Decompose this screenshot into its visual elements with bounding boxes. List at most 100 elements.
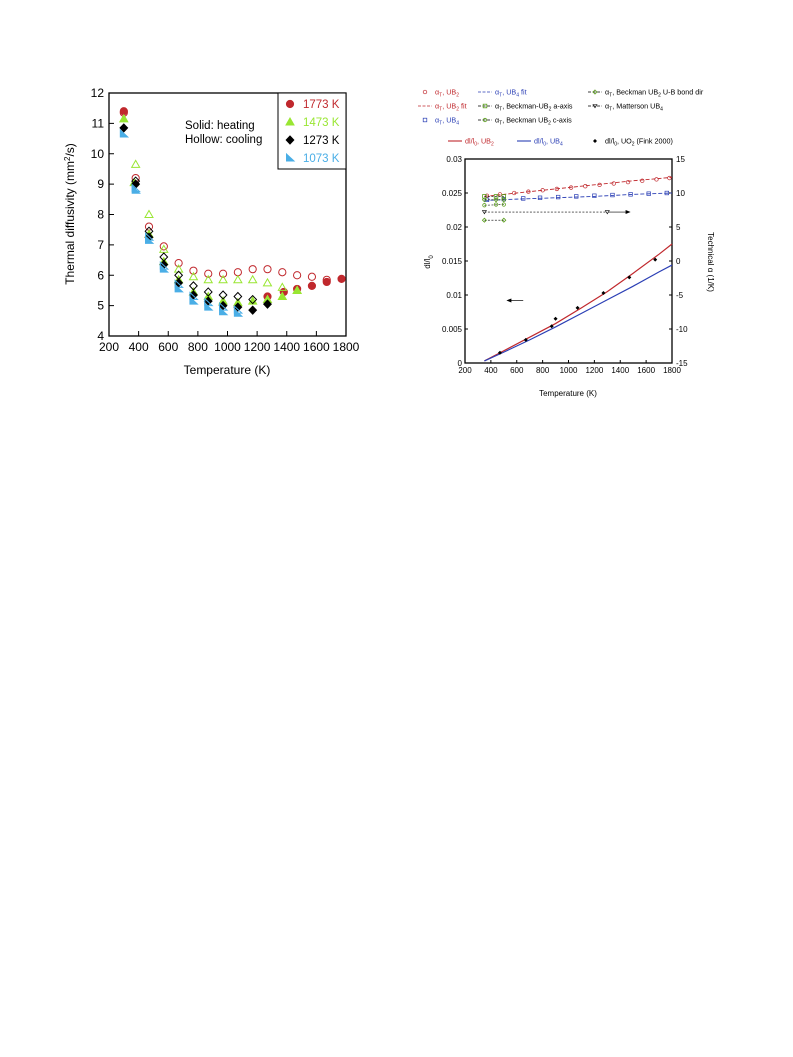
data-point-cooling-1773-k	[218, 269, 228, 278]
legend-marker	[592, 104, 598, 109]
x-tick-label: 800	[188, 340, 208, 354]
data-point-cooling-1273-k	[188, 281, 198, 291]
legend-marker	[422, 89, 428, 95]
alpha-beckman-point	[493, 202, 499, 207]
data-point-cooling-1473-k	[218, 274, 228, 284]
dl-uo2-fink-point	[549, 324, 554, 329]
thermal-expansion-chart: αT, UB2 αT, UB4 fit αT, Beckman UB2 U-B bo…	[418, 88, 715, 398]
x-tick-label: 1600	[637, 366, 655, 375]
y2-tick-label: -10	[676, 325, 688, 334]
data-point-heating-1073-k	[233, 308, 244, 317]
alpha-ub4-point	[537, 195, 543, 200]
data-point-heating-1473-k	[118, 113, 129, 123]
data-point-cooling-1773-k	[204, 269, 213, 278]
legend-marker	[422, 117, 428, 123]
data-point-cooling-1473-k	[247, 274, 258, 284]
y-tick-label: 10	[91, 147, 105, 161]
data-point-heating-1473-k	[277, 291, 288, 301]
alpha-ub4-point	[664, 190, 669, 196]
alpha-ub2-point	[484, 193, 490, 198]
alpha-ub4-point	[610, 192, 615, 198]
data-point-heating-1073-k	[119, 128, 130, 138]
data-point-heating-1273-k	[263, 299, 272, 309]
y-tick-label: 0.015	[442, 257, 463, 266]
alpha-ub2-point	[583, 184, 588, 189]
legend-marker	[592, 89, 598, 95]
legend-label: dl/l0, UO2 (Fink 2000)	[605, 137, 673, 148]
x-tick-label: 1800	[333, 340, 360, 354]
y-tick-label: 11	[92, 116, 105, 130]
data-point-heating-1073-k	[219, 306, 229, 316]
annotation-solid-heating: Solid: heating	[185, 120, 255, 132]
y2-tick-label: -5	[676, 291, 684, 300]
legend-label: αT, UB4 fit	[495, 88, 527, 99]
x-tick-label: 1000	[560, 366, 578, 375]
legend-label: dl/l0, UB4	[534, 137, 563, 148]
y-tick-label: 5	[97, 299, 104, 313]
x-tick-label: 400	[129, 340, 149, 354]
legend-label: αT, Matterson UB4	[605, 102, 663, 113]
data-point-cooling-1273-k	[203, 287, 213, 297]
y-tick-label: 0.01	[446, 291, 462, 300]
alpha-beckman-point	[481, 217, 487, 223]
data-point-cooling-1473-k	[233, 274, 243, 284]
x-tick-label: 200	[458, 366, 472, 375]
x-tick-label: 1000	[214, 340, 241, 354]
thermal-diffusivity-chart: 200 400 600 800 1000 1200 1400 1600 1800 4 5 6 7 8 9 10…	[63, 86, 360, 377]
data-point-cooling-1273-k	[218, 290, 228, 300]
y-tick-label: 9	[97, 177, 104, 191]
data-point-cooling-1073-k	[174, 279, 184, 288]
alpha-ub2-point	[667, 175, 672, 181]
alpha-ub2-fit-line	[484, 176, 673, 197]
y2-tick-label: -15	[676, 359, 688, 368]
x-tick-label: 1200	[585, 366, 603, 375]
data-point-cooling-1773-k	[248, 265, 257, 274]
x-axis-label: Temperature (K)	[539, 389, 597, 398]
legend-label: αT, UB2 fit	[435, 102, 467, 113]
data-point-heating-1273-k	[248, 305, 258, 315]
data-point-cooling-1773-k	[263, 265, 272, 274]
y-tick-label: 0.02	[446, 223, 462, 232]
data-point-cooling-1773-k	[293, 271, 302, 280]
data-point-cooling-1473-k	[262, 277, 273, 287]
alpha-beckman-point	[501, 202, 506, 207]
legend-label: dl/l0, UB2	[465, 137, 494, 148]
alpha-ub2-point	[625, 179, 631, 185]
legend-marker	[482, 117, 488, 123]
data-point-heating-1273-k	[119, 123, 129, 133]
arrow-left-head	[506, 298, 512, 303]
dl-uo2-fink-point	[523, 337, 528, 342]
alpha-ub4-point	[646, 191, 651, 196]
dl-ub2-line	[484, 243, 673, 362]
legend-marker-1473-k	[285, 116, 295, 126]
legend-marker-1073-k	[286, 152, 296, 162]
alpha-ub4-fit-line	[484, 192, 673, 201]
x-tick-label: 600	[510, 366, 524, 375]
arrow-right-head	[625, 210, 631, 215]
data-point-cooling-1473-k	[144, 209, 154, 218]
data-point-cooling-1073-k	[219, 301, 229, 311]
legend-label: αT, Beckman UB2 c-axis	[495, 116, 572, 127]
data-point-cooling-1773-k	[189, 266, 198, 275]
y2-tick-label: 0	[676, 257, 681, 266]
x-tick-label: 1800	[663, 366, 681, 375]
data-point-heating-1773-k	[307, 281, 317, 290]
alpha-ub2-point	[597, 182, 602, 187]
y-tick-label: 7	[97, 238, 104, 252]
x-tick-label: 200	[99, 340, 119, 354]
data-point-cooling-1773-k	[159, 242, 168, 251]
legend-label: αT, UB2	[435, 88, 459, 99]
data-point-cooling-1273-k	[248, 294, 258, 305]
x-tick-label: 1200	[244, 340, 271, 354]
data-point-cooling-1473-k	[277, 282, 288, 291]
alpha-beckman-point	[481, 197, 487, 203]
legend-marker-1273-k	[285, 135, 295, 145]
legend: 1773 K 1473 K 1273 K 1073 K	[285, 99, 340, 165]
alpha-matterson-point	[604, 210, 610, 215]
alpha-matterson-point	[481, 210, 487, 215]
alpha-ub2-point	[526, 189, 531, 194]
x-tick-label: 600	[158, 340, 178, 354]
x-tick-label: 1400	[273, 340, 300, 354]
alpha-ub2-point	[654, 177, 659, 182]
dl-uo2-fink-point	[497, 350, 502, 355]
